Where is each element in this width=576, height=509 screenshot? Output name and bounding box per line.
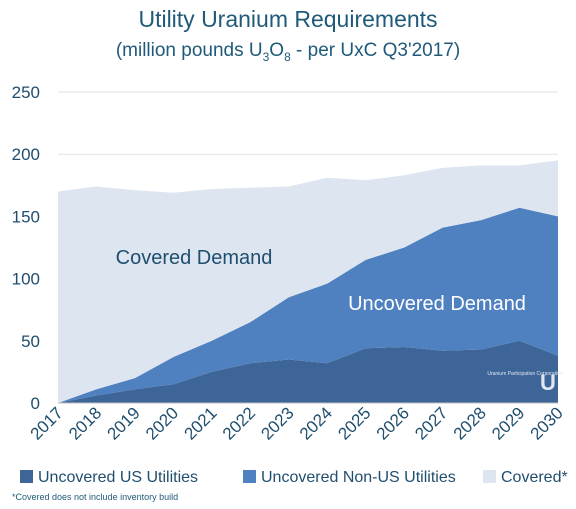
y-tick-label: 250 [12, 83, 40, 102]
x-tick-label: 2020 [142, 403, 182, 443]
subtitle-part-1: (million pounds U [115, 40, 263, 61]
x-tick-label: 2028 [450, 403, 490, 443]
area-series [58, 160, 558, 404]
area-series-3 [58, 160, 558, 403]
footnote: *Covered does not include inventory buil… [12, 492, 179, 502]
subtitle-part-2: O [269, 40, 285, 61]
area-series-2 [58, 207, 558, 403]
x-axis-ticks: 2017201820192020202120222023202420252026… [27, 403, 567, 443]
annotation-covered-demand: Covered Demand [116, 247, 273, 269]
x-tick-label: 2029 [488, 403, 528, 443]
x-tick-label: 2023 [257, 403, 297, 443]
legend-swatch-1 [20, 470, 33, 483]
chart-title: Utility Uranium Requirements [138, 6, 438, 32]
x-tick-label: 2021 [180, 403, 220, 443]
area-series-1 [58, 340, 558, 403]
y-tick-label: 50 [21, 332, 40, 351]
subtitle-part-3: - per UxC Q3'2017) [290, 40, 461, 61]
x-tick-label: 2024 [296, 403, 336, 443]
logo-text: Uranium Participation Corporation [487, 371, 563, 377]
x-tick-label: 2018 [65, 403, 105, 443]
annotations: Covered Demand Uncovered Demand [116, 247, 526, 315]
x-tick-label: 2025 [334, 403, 374, 443]
legend-swatch-2 [243, 470, 256, 483]
x-tick-label: 2026 [373, 403, 413, 443]
chart-subtitle: (million pounds U3O8 - per UxC Q3'2017) [0, 40, 576, 64]
y-tick-label: 100 [12, 270, 40, 289]
x-tick-label: 2019 [104, 403, 144, 443]
y-tick-label: 200 [12, 145, 40, 164]
subtitle-sub-2: 8 [284, 49, 291, 64]
legend: Uncovered US Utilities Uncovered Non-US U… [20, 469, 568, 486]
legend-label-2: Uncovered Non-US Utilities [261, 469, 456, 486]
x-tick-label: 2027 [411, 403, 451, 443]
subtitle-sub-1: 3 [262, 49, 270, 64]
annotation-uncovered-demand: Uncovered Demand [348, 293, 526, 315]
legend-label-1: Uncovered US Utilities [38, 469, 198, 486]
legend-label-3: Covered* [501, 469, 568, 486]
y-tick-label: 0 [31, 394, 40, 413]
y-tick-label: 150 [12, 207, 40, 226]
legend-swatch-3 [483, 470, 496, 483]
logo-letter: U [540, 370, 556, 395]
y-axis-ticks: 0 50 100 150 200 250 [12, 83, 40, 413]
x-tick-label: 2022 [219, 403, 259, 443]
x-tick-label: 2030 [527, 403, 567, 443]
